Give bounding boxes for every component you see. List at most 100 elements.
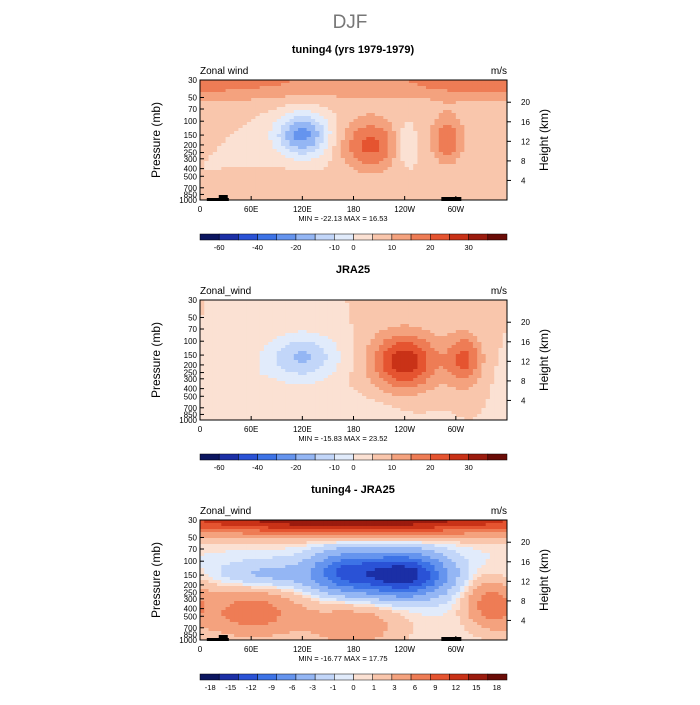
heatmap-cell	[490, 176, 495, 179]
heatmap-cell	[290, 339, 295, 342]
heatmap-cell	[298, 309, 303, 312]
heatmap-cell	[490, 83, 495, 86]
heatmap-cell	[272, 146, 277, 149]
heatmap-cell	[315, 336, 320, 339]
x-tick-label: 120E	[293, 205, 312, 214]
heatmap-cell	[460, 324, 465, 327]
heatmap-cell	[486, 303, 491, 306]
heatmap-cell	[490, 98, 495, 101]
heatmap-cell	[247, 339, 252, 342]
heatmap-cell	[443, 149, 448, 152]
heatmap-cell	[494, 101, 499, 104]
heatmap-cell	[362, 122, 367, 125]
heatmap-cell	[494, 357, 499, 360]
heatmap-cell	[251, 381, 256, 384]
heatmap-cell	[498, 176, 503, 179]
heatmap-cell	[490, 116, 495, 119]
heatmap-cell	[422, 363, 427, 366]
heatmap-cell	[247, 149, 252, 152]
heatmap-cell	[430, 92, 435, 95]
heatmap-cell	[383, 381, 388, 384]
heatmap-cell	[426, 378, 431, 381]
heatmap-cell	[281, 176, 286, 179]
heatmap-cell	[405, 309, 410, 312]
heatmap-cell	[285, 116, 290, 119]
heatmap-cell	[226, 140, 231, 143]
heatmap-cell	[396, 336, 401, 339]
heatmap-cell	[238, 113, 243, 116]
heatmap-cell	[426, 339, 431, 342]
heatmap-cell	[332, 107, 337, 110]
heatmap-cell	[221, 324, 226, 327]
heatmap-cell	[277, 339, 282, 342]
heatmap-cell	[268, 122, 273, 125]
heatmap-cell	[400, 176, 405, 179]
heatmap-cell	[413, 354, 418, 357]
heatmap-cell	[460, 89, 465, 92]
heatmap-cell	[447, 131, 452, 134]
heatmap-cell	[294, 357, 299, 360]
heatmap-cell	[336, 354, 341, 357]
heatmap-cell	[443, 125, 448, 128]
heatmap-cell	[400, 119, 405, 122]
heatmap-cell	[405, 381, 410, 384]
heatmap-cell	[264, 375, 269, 378]
heatmap-cell	[426, 89, 431, 92]
heatmap-cell	[392, 113, 397, 116]
heatmap-cell	[260, 303, 265, 306]
heatmap-cell	[426, 149, 431, 152]
heatmap-cell	[204, 86, 209, 89]
heatmap-cell	[498, 345, 503, 348]
heatmap-cell	[464, 357, 469, 360]
heatmap-cell	[422, 86, 427, 89]
heatmap-cell	[469, 327, 474, 330]
heatmap-cell	[238, 83, 243, 86]
heatmap-cell	[272, 309, 277, 312]
heatmap-cell	[255, 179, 260, 182]
heatmap-cell	[209, 348, 214, 351]
heatmap-cell	[345, 80, 350, 83]
heatmap-cell	[234, 167, 239, 170]
heatmap-cell	[285, 131, 290, 134]
heatmap-cell	[447, 309, 452, 312]
heatmap-cell	[328, 113, 333, 116]
heatmap-cell	[379, 119, 384, 122]
heatmap-cell	[209, 333, 214, 336]
heatmap-cell	[294, 131, 299, 134]
heatmap-cell	[221, 134, 226, 137]
heatmap-cell	[345, 104, 350, 107]
heatmap-cell	[383, 152, 388, 155]
heatmap-cell	[443, 92, 448, 95]
heatmap-cell	[234, 318, 239, 321]
heatmap-cell	[332, 342, 337, 345]
heatmap-cell	[290, 155, 295, 158]
heatmap-cell	[238, 342, 243, 345]
heatmap-cell	[486, 378, 491, 381]
heatmap-cell	[413, 92, 418, 95]
heatmap-cell	[302, 191, 307, 194]
heatmap-cell	[221, 119, 226, 122]
heatmap-cell	[328, 104, 333, 107]
heatmap-cell	[255, 143, 260, 146]
heatmap-cell	[243, 179, 248, 182]
heatmap-cell	[481, 375, 486, 378]
heatmap-cell	[447, 182, 452, 185]
heatmap-cell	[260, 146, 265, 149]
heatmap-cell	[268, 179, 273, 182]
heatmap-cell	[243, 158, 248, 161]
heatmap-cell	[230, 83, 235, 86]
heatmap-cell	[302, 315, 307, 318]
heatmap-cell	[243, 143, 248, 146]
heatmap-cell	[469, 155, 474, 158]
heatmap-cell	[272, 342, 277, 345]
heatmap-cell	[272, 128, 277, 131]
heatmap-cell	[498, 312, 503, 315]
heatmap-cell	[319, 363, 324, 366]
heatmap-cell	[336, 98, 341, 101]
heatmap-cell	[221, 375, 226, 378]
heatmap-cell	[464, 131, 469, 134]
heatmap-cell	[255, 300, 260, 303]
heatmap-cell	[302, 327, 307, 330]
heatmap-cell	[213, 185, 218, 188]
heatmap-cell	[400, 378, 405, 381]
